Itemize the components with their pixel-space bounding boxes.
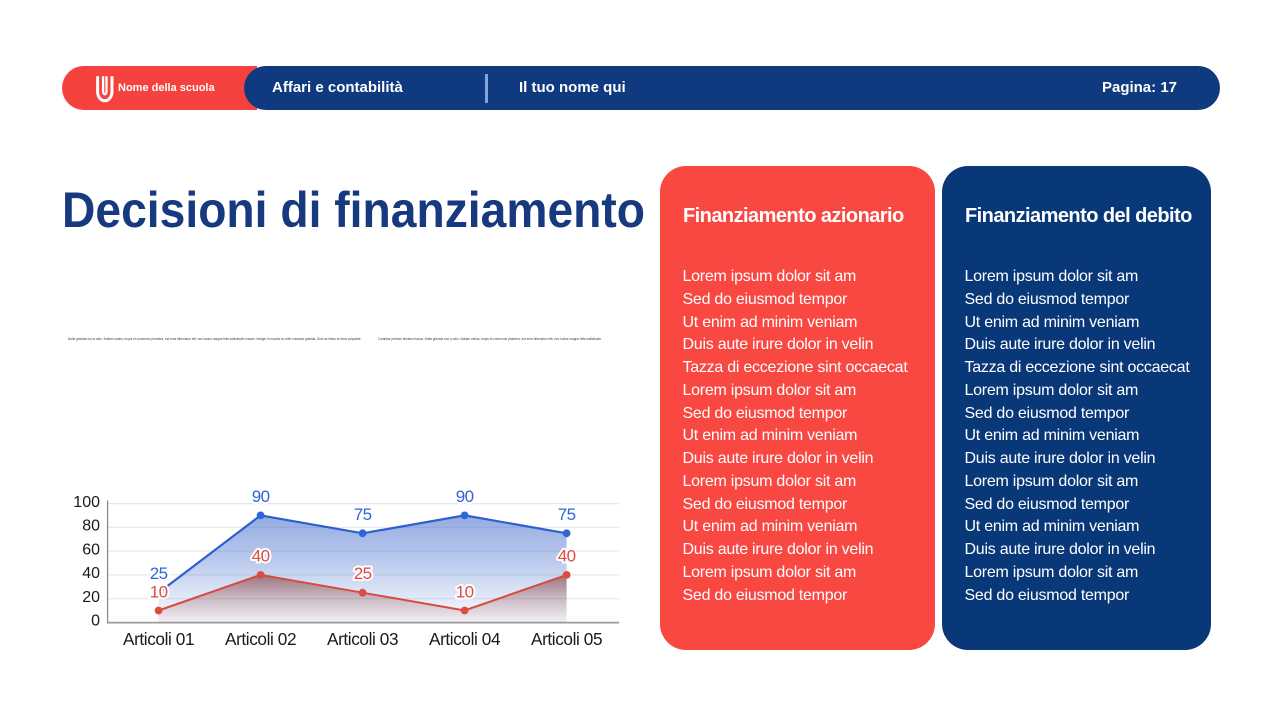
svg-text:40: 40 xyxy=(82,565,100,582)
svg-text:25: 25 xyxy=(354,564,372,583)
svg-text:10: 10 xyxy=(150,583,168,602)
svg-text:0: 0 xyxy=(91,613,100,630)
svg-text:Articoli 04: Articoli 04 xyxy=(429,629,501,649)
svg-text:90: 90 xyxy=(252,487,270,506)
svg-text:10: 10 xyxy=(456,583,474,602)
svg-text:100: 100 xyxy=(73,494,100,511)
svg-text:Articoli 05: Articoli 05 xyxy=(531,629,602,649)
svg-text:60: 60 xyxy=(82,541,100,558)
svg-text:40: 40 xyxy=(252,546,270,565)
svg-text:75: 75 xyxy=(354,505,372,524)
svg-text:40: 40 xyxy=(558,546,576,565)
svg-text:Articoli 03: Articoli 03 xyxy=(327,629,398,649)
svg-text:Articoli 02: Articoli 02 xyxy=(225,629,296,649)
svg-text:80: 80 xyxy=(82,518,100,535)
svg-text:75: 75 xyxy=(558,505,576,524)
svg-text:20: 20 xyxy=(82,589,100,606)
svg-text:25: 25 xyxy=(150,564,168,583)
svg-text:Articoli 01: Articoli 01 xyxy=(123,629,194,649)
svg-text:90: 90 xyxy=(456,487,474,506)
